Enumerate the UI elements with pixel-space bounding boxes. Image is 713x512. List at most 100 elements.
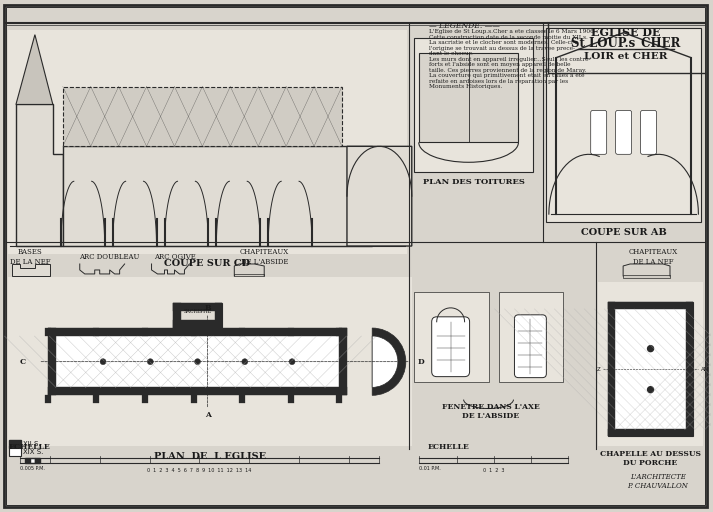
Bar: [419, 53, 518, 142]
Text: Cette construction date de la seconde moitie du XII s.: Cette construction date de la seconde mo…: [429, 35, 588, 39]
Polygon shape: [12, 264, 50, 276]
Text: SACRISTIE: SACRISTIE: [183, 309, 212, 314]
Bar: [142, 395, 148, 403]
Bar: [615, 309, 686, 430]
Text: D: D: [417, 358, 424, 366]
Text: St LOUP.s_CHER: St LOUP.s_CHER: [571, 36, 681, 49]
FancyBboxPatch shape: [347, 146, 412, 246]
Circle shape: [647, 346, 654, 352]
Bar: [190, 395, 197, 403]
Circle shape: [242, 359, 248, 365]
Text: 0  1  2  3: 0 1 2 3: [483, 468, 504, 474]
Text: dant le choeur.: dant le choeur.: [429, 51, 473, 56]
Text: ECHELLE: ECHELLE: [9, 443, 51, 452]
Bar: [9, 449, 21, 456]
Bar: [173, 303, 222, 311]
Bar: [288, 328, 294, 336]
Bar: [45, 328, 51, 336]
FancyBboxPatch shape: [591, 111, 607, 154]
Bar: [215, 303, 222, 328]
Text: refaite en ardoises lors de la reparation par les: refaite en ardoises lors de la reparatio…: [429, 78, 568, 83]
Text: l'origine se trouvait au dessus de la travee prece-: l'origine se trouvait au dessus de la tr…: [429, 46, 575, 51]
Bar: [239, 328, 245, 336]
Bar: [608, 302, 693, 309]
Text: CHAPITEAUX
DE L'ABSIDE: CHAPITEAUX DE L'ABSIDE: [240, 248, 289, 266]
Text: COUPE SUR CD: COUPE SUR CD: [165, 260, 250, 268]
Text: CHAPITEAUX
DE LA NEF: CHAPITEAUX DE LA NEF: [628, 248, 677, 266]
Bar: [63, 87, 342, 146]
Text: La sacristie et le clocher sont modernes. Celle-ci a: La sacristie et le clocher sont modernes…: [429, 40, 578, 45]
Wedge shape: [372, 328, 406, 395]
Text: 0.01 P.M.: 0.01 P.M.: [419, 466, 441, 472]
FancyBboxPatch shape: [615, 111, 632, 154]
Bar: [288, 395, 294, 403]
Bar: [608, 430, 693, 436]
Bar: [30, 458, 35, 463]
Text: 0.005 P.M.: 0.005 P.M.: [20, 466, 45, 472]
Text: ARC OGIVE: ARC OGIVE: [153, 253, 195, 261]
Text: BASES
DE LA NEF: BASES DE LA NEF: [10, 248, 50, 266]
Text: ECHELLE: ECHELLE: [428, 443, 470, 452]
Text: taille. Ces pierres proviennent de la region de Maray.: taille. Ces pierres proviennent de la re…: [429, 68, 586, 73]
Bar: [239, 395, 245, 403]
Bar: [9, 440, 21, 449]
Circle shape: [647, 387, 654, 393]
Text: FENETRE DANS L'AXE
DE L'ABSIDE: FENETRE DANS L'AXE DE L'ABSIDE: [441, 403, 540, 420]
Text: L'Eglise de St Loup.s.Cher a ete classee le 6 Mars 1906.: L'Eglise de St Loup.s.Cher a ete classee…: [429, 29, 595, 34]
Bar: [608, 302, 693, 436]
Text: CHAPELLE AU DESSUS
DU PORCHE: CHAPELLE AU DESSUS DU PORCHE: [600, 450, 701, 467]
Bar: [414, 38, 533, 172]
Bar: [498, 292, 563, 381]
Bar: [8, 30, 407, 254]
Text: L'ARCHITECTE
P. CHAUVALLON: L'ARCHITECTE P. CHAUVALLON: [627, 473, 689, 490]
Bar: [63, 146, 372, 246]
Bar: [48, 388, 347, 395]
Bar: [598, 282, 703, 446]
FancyBboxPatch shape: [515, 315, 546, 378]
Bar: [93, 395, 99, 403]
Circle shape: [289, 359, 295, 365]
Text: COUPE SUR AB: COUPE SUR AB: [581, 227, 667, 237]
Text: 0  1  2  3  4  5  6  7  8  9  10  11  12  13  14: 0 1 2 3 4 5 6 7 8 9 10 11 12 13 14: [147, 468, 252, 474]
Bar: [414, 292, 488, 381]
Circle shape: [195, 359, 200, 365]
Text: Monuments Historiques.: Monuments Historiques.: [429, 84, 502, 89]
Text: La couverture qui primitivement etait en tuiles a ete: La couverture qui primitivement etait en…: [429, 73, 584, 78]
Text: Les murs dont en appareil irregulier...Seuls les contre-: Les murs dont en appareil irregulier...S…: [429, 57, 590, 61]
Text: Z: Z: [597, 367, 600, 372]
Bar: [173, 320, 222, 328]
Text: AM: AM: [701, 367, 709, 372]
Bar: [8, 277, 412, 446]
Text: XIX S.: XIX S.: [23, 450, 43, 455]
Bar: [25, 458, 30, 463]
Text: C: C: [20, 358, 26, 366]
Bar: [190, 328, 197, 336]
Text: A: A: [205, 411, 210, 419]
FancyBboxPatch shape: [431, 317, 470, 377]
Text: LOIR et CHER: LOIR et CHER: [585, 52, 668, 61]
Bar: [142, 328, 148, 336]
Bar: [173, 303, 222, 328]
Text: XII S.: XII S.: [23, 441, 41, 447]
Wedge shape: [372, 336, 398, 388]
Bar: [35, 458, 40, 463]
Bar: [337, 328, 342, 336]
Text: PLAN  DE  L EGLISE: PLAN DE L EGLISE: [154, 452, 266, 461]
FancyBboxPatch shape: [640, 111, 657, 154]
Bar: [623, 275, 670, 278]
Text: — LEGENDE. ——: — LEGENDE. ——: [429, 22, 500, 30]
Circle shape: [100, 359, 106, 365]
Bar: [45, 395, 51, 403]
Bar: [337, 395, 342, 403]
Bar: [173, 303, 180, 328]
Bar: [686, 302, 693, 436]
Bar: [48, 328, 56, 395]
Bar: [93, 328, 99, 336]
Bar: [339, 328, 347, 395]
Text: B: B: [205, 304, 211, 312]
Text: EGLISE DE: EGLISE DE: [591, 27, 661, 38]
Text: forts et l'abside sont en moyen appareil de belle: forts et l'abside sont en moyen appareil…: [429, 62, 570, 67]
Text: ARC DOUBLEAU: ARC DOUBLEAU: [79, 253, 140, 261]
Bar: [56, 336, 339, 388]
Bar: [235, 274, 265, 276]
